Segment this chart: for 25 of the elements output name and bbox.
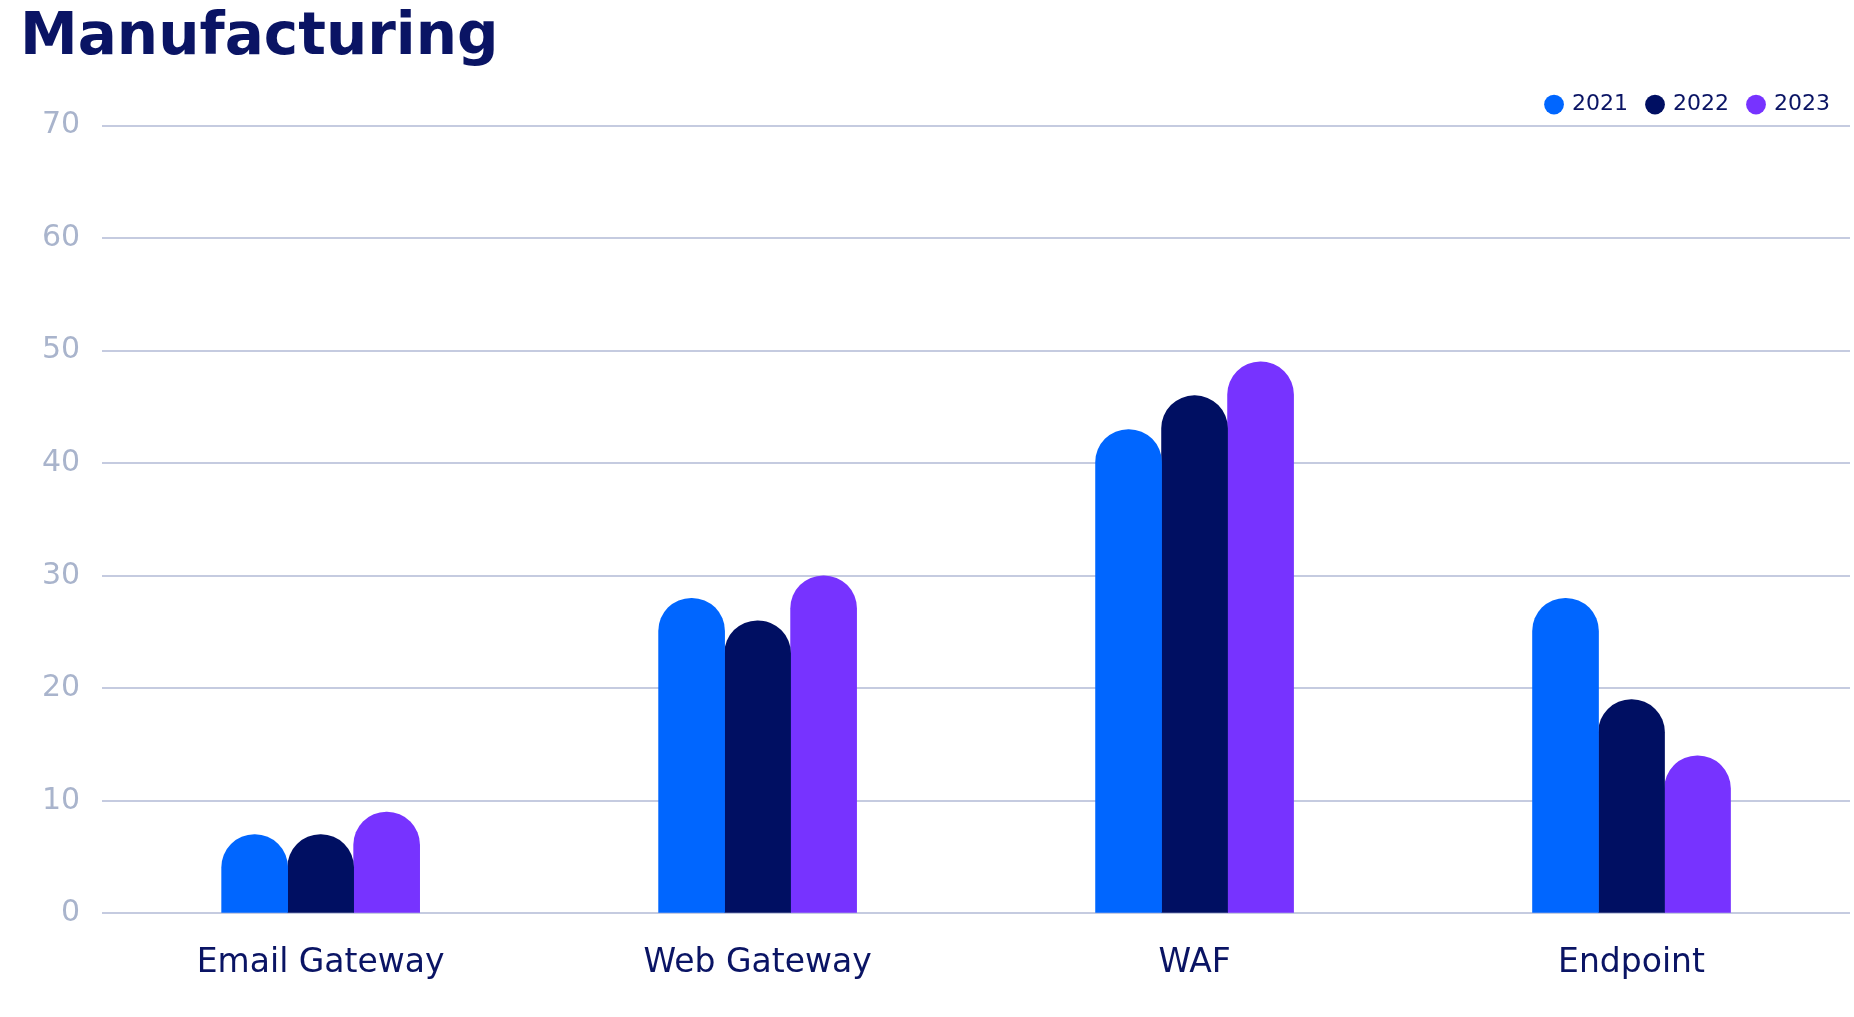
bar bbox=[1664, 755, 1731, 913]
x-tick-label: Endpoint bbox=[1558, 940, 1706, 980]
bar bbox=[1095, 429, 1162, 913]
bar bbox=[1532, 597, 1599, 913]
legend-label: 2023 bbox=[1774, 90, 1831, 116]
y-tick-label: 70 bbox=[41, 105, 81, 141]
y-tick-label: 50 bbox=[41, 330, 81, 366]
chart-title: Manufacturing bbox=[20, 0, 499, 68]
bar bbox=[1598, 699, 1665, 913]
y-tick-label: 30 bbox=[41, 555, 81, 591]
y-tick-label: 10 bbox=[41, 780, 81, 816]
bar bbox=[1227, 361, 1294, 913]
y-tick-label: 0 bbox=[61, 893, 81, 929]
y-tick-label: 40 bbox=[41, 443, 81, 479]
bar bbox=[724, 620, 791, 913]
y-tick-label: 60 bbox=[41, 217, 81, 253]
x-tick-label: Email Gateway bbox=[196, 940, 445, 980]
legend-label: 2021 bbox=[1572, 90, 1629, 116]
legend-label: 2022 bbox=[1673, 90, 1730, 116]
bar bbox=[658, 597, 725, 913]
bar bbox=[790, 575, 857, 913]
y-tick-label: 20 bbox=[41, 668, 81, 704]
x-tick-label: WAF bbox=[1158, 940, 1231, 980]
x-tick-label: Web Gateway bbox=[643, 940, 872, 980]
bar bbox=[1161, 395, 1228, 913]
